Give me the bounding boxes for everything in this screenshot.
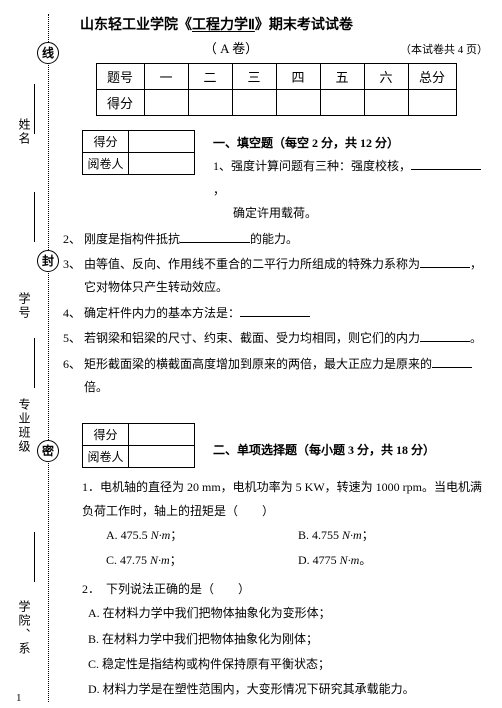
rail-xueyuan: 学院、系: [18, 600, 30, 656]
q1-2: 2、 刚度是指构件抵抗的能力。: [62, 228, 490, 251]
score-box-2: 得分 阅卷人: [82, 423, 195, 468]
seal-mi: 密: [37, 440, 59, 462]
rail-banji: 专业班级: [18, 398, 30, 454]
score-box-1: 得分 阅卷人: [82, 130, 195, 175]
q2-2-options: A. 在材料力学中我们把物体抽象化为变形体； B. 在材料力学中我们把物体抽象化…: [62, 601, 490, 703]
q2-1-options: A. 475.5 N·m； B. 4.755 N·m； C. 47.75 N·m…: [62, 523, 490, 574]
q1-6: 6、 矩形截面梁的横截面高度增加到原来的两倍，最大正应力是原来的倍。: [62, 353, 490, 400]
rail-xuehao: 学号: [18, 292, 30, 320]
page-number: 1: [16, 692, 22, 704]
seal-feng: 封: [37, 250, 59, 272]
q1-1b: 确定许用载荷。: [213, 202, 490, 225]
page-count: （本试卷共 4 页）: [400, 41, 490, 57]
q2-2: 2． 下列说法正确的是（ ）: [62, 578, 490, 601]
score-header-table: 题号 一 二 三 四 五 六 总分 得分: [96, 63, 457, 116]
exam-title: 山东轻工业学院《工程力学Ⅱ》期末考试试卷: [62, 14, 490, 34]
q1-3: 3、 由等值、反向、作用线不重合的二平行力所组成的特殊力系称为， 它对物体只产生…: [62, 253, 490, 300]
paper-variant: （ A 卷）: [62, 38, 400, 57]
section-1-heading: 一、填空题（每空 2 分，共 12 分）: [213, 132, 490, 155]
q1-1: 1、强度计算问题有三种：强度校核，，: [213, 155, 490, 202]
section-2-heading: 二、单项选择题（每小题 3 分，共 18 分）: [213, 439, 490, 462]
q1-4: 4、 确定杆件内力的基本方法是：: [62, 302, 490, 325]
seal-xian: 线: [37, 42, 59, 64]
q1-5: 5、 若钢梁和铝梁的尺寸、约束、截面、受力均相同，则它们的内力。: [62, 327, 490, 350]
q2-1: 1．电机轴的直径为 20 mm，电机功率为 5 KW，转速为 1000 rpm。…: [62, 476, 490, 523]
rail-name: 姓名: [18, 118, 30, 146]
